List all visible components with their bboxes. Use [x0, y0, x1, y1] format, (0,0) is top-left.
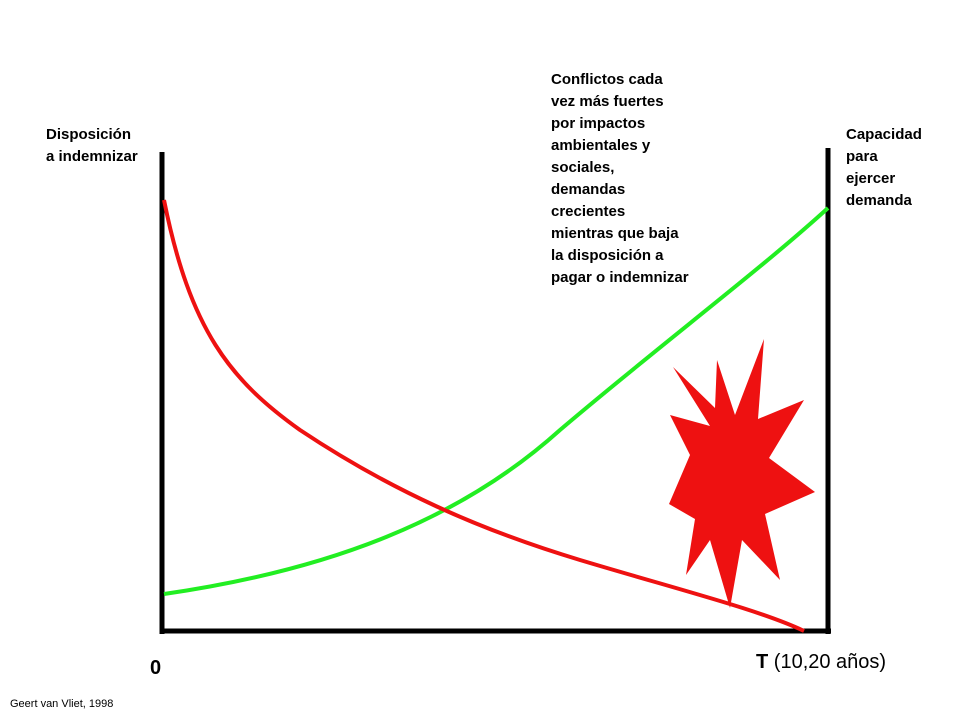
annotation-line: crecientes: [551, 203, 626, 220]
author-credit: Geert van Vliet, 1998: [10, 698, 114, 710]
capacity-curve: [163, 206, 830, 596]
annotation-line: por impactos: [551, 115, 646, 132]
left-axis-label-line: Disposición: [46, 126, 132, 143]
conflict-annotation: Conflictos cada vez más fuertes por impa…: [551, 69, 689, 289]
annotation-line: sociales,: [551, 159, 615, 176]
left-axis-label-line: a indemnizar: [46, 148, 138, 165]
annotation-line: mientras que baja: [551, 225, 679, 242]
annotation-line: vez más fuertes: [551, 93, 664, 110]
annotation-line: demandas: [551, 181, 626, 198]
time-axis-symbol: T: [756, 651, 769, 673]
right-axis-label-line: ejercer: [846, 170, 896, 187]
disposition-curve: [162, 199, 805, 633]
annotation-line: Conflictos cada: [551, 71, 663, 88]
origin-label: 0: [150, 657, 162, 679]
right-axis-label-line: demanda: [846, 192, 912, 209]
left-axis-label: Disposición a indemnizar: [46, 124, 138, 168]
right-axis-label-line: para: [846, 148, 878, 165]
time-axis-label: T (10,20 años): [756, 650, 886, 674]
annotation-line: ambientales y: [551, 137, 651, 154]
explosion-burst-icon: [669, 339, 815, 608]
time-axis-range: (10,20 años): [773, 651, 887, 673]
right-axis-label: Capacidad para ejercer demanda: [846, 124, 922, 212]
annotation-line: pagar o indemnizar: [551, 269, 689, 286]
annotation-line: la disposición a: [551, 247, 664, 264]
right-axis-label-line: Capacidad: [846, 126, 922, 143]
